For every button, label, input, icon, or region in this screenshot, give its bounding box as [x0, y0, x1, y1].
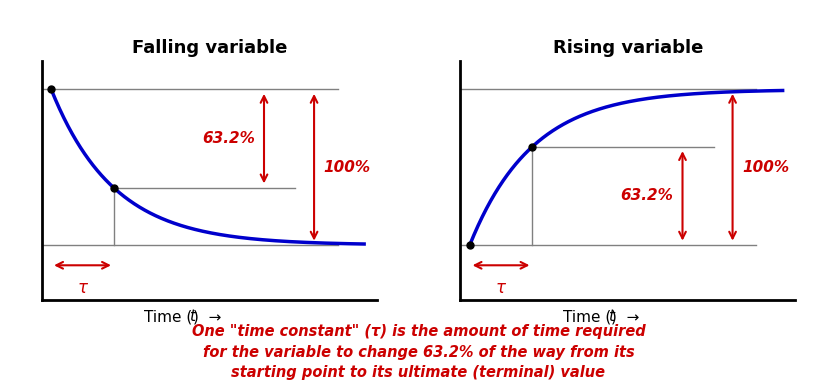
Text: Time (: Time (: [144, 309, 192, 324]
Text: 63.2%: 63.2%: [201, 131, 254, 146]
Title: Rising variable: Rising variable: [552, 39, 702, 57]
Text: t: t: [607, 309, 614, 324]
Text: )  →: ) →: [610, 309, 639, 324]
Text: τ: τ: [496, 279, 506, 297]
Title: Falling variable: Falling variable: [131, 39, 287, 57]
Text: τ: τ: [78, 279, 88, 297]
Text: 100%: 100%: [323, 160, 370, 175]
Text: t: t: [189, 309, 196, 324]
Text: One "time constant" (τ) is the amount of time required
for the variable to chang: One "time constant" (τ) is the amount of…: [191, 324, 645, 380]
Text: Time (: Time (: [562, 309, 610, 324]
Text: 100%: 100%: [741, 160, 788, 175]
Text: )  →: ) →: [192, 309, 221, 324]
Text: 63.2%: 63.2%: [619, 189, 672, 204]
